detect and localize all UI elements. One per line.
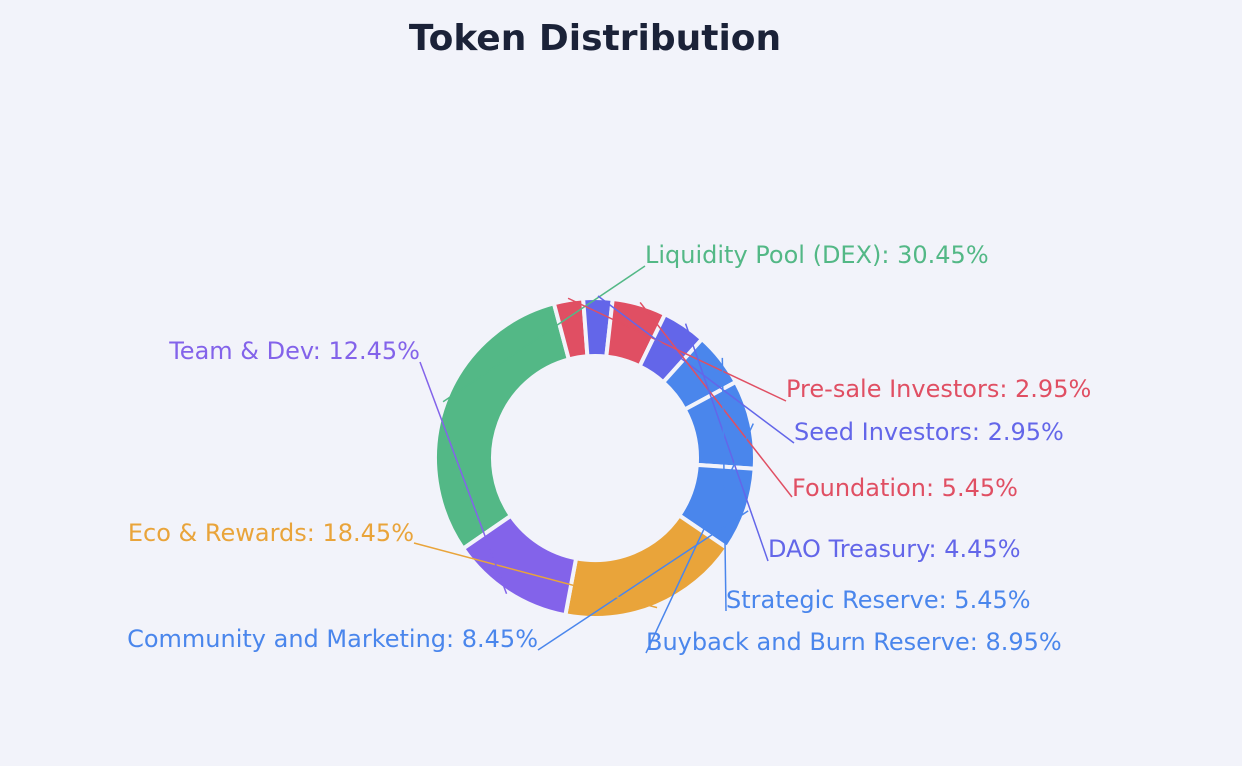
leader-line [413, 542, 658, 609]
slice-label: Strategic Reserve: 5.45% [726, 586, 1031, 614]
slice-label: Pre-sale Investors: 2.95% [786, 375, 1091, 403]
leader-line [639, 301, 793, 498]
leader-line [419, 361, 508, 594]
leader-line [597, 295, 795, 444]
slice-label: Eco & Rewards: 18.45% [128, 519, 414, 547]
chart-title: Token Distribution [408, 18, 782, 59]
leader-line [442, 265, 646, 403]
leader-lines-layer [413, 265, 795, 654]
slice-label: Community and Marketing: 8.45% [127, 625, 538, 653]
leader-line [645, 423, 754, 654]
leader-line [684, 323, 769, 562]
slice-label: Seed Investors: 2.95% [794, 418, 1064, 446]
slice-liquidity-pool-dex[interactable] [433, 301, 571, 551]
slices-layer [433, 296, 757, 620]
leader-line [537, 510, 749, 651]
slice-label: Buyback and Burn Reserve: 8.95% [646, 628, 1062, 656]
slice-label: Liquidity Pool (DEX): 30.45% [645, 241, 989, 269]
slice-label: Foundation: 5.45% [792, 474, 1018, 502]
slice-team-dev[interactable] [461, 513, 579, 618]
slice-label: DAO Treasury: 4.45% [768, 535, 1021, 563]
slice-label: Team & Dev: 12.45% [168, 337, 420, 365]
slice-labels-layer: Liquidity Pool (DEX): 30.45% Pre-sale Inv… [127, 241, 1091, 656]
